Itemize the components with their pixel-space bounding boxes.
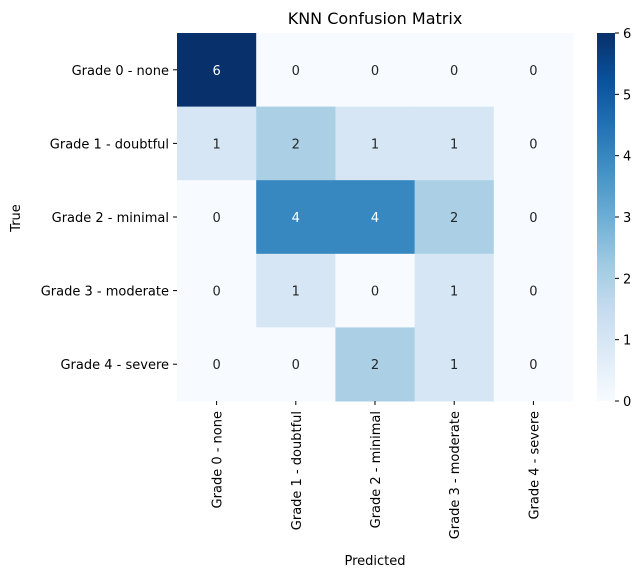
cell-value-label: 0 bbox=[529, 358, 537, 373]
cell-value-label: 1 bbox=[292, 285, 300, 300]
heatmap-cell bbox=[256, 180, 336, 255]
y-tick-label: Grade 3 - moderate bbox=[41, 285, 169, 300]
heatmap-cell bbox=[335, 106, 416, 181]
cell-value-label: 0 bbox=[450, 64, 458, 79]
colorbar bbox=[597, 33, 615, 401]
colorbar-ticks: 0 1 2 3 4 5 6 bbox=[615, 27, 631, 410]
heatmap-cell bbox=[177, 327, 257, 402]
heatmap-cell bbox=[414, 253, 495, 328]
cell-value-label: 0 bbox=[529, 285, 537, 300]
heatmap-cell bbox=[177, 106, 257, 181]
colorbar-tick-label: 1 bbox=[623, 334, 631, 349]
heatmap-cell bbox=[335, 327, 416, 402]
y-tick-label: Grade 0 - none bbox=[72, 64, 169, 79]
heatmap-cell bbox=[493, 253, 574, 328]
cell-value-label: 1 bbox=[212, 137, 220, 152]
heatmap-cell bbox=[256, 327, 336, 402]
cell-value-label: 0 bbox=[529, 211, 537, 226]
heatmap-cell bbox=[414, 33, 495, 108]
cell-value-label: 0 bbox=[212, 358, 220, 373]
heatmap-cell bbox=[256, 253, 336, 328]
y-axis-ticks: Grade 0 - none Grade 1 - doubtful Grade 2 … bbox=[41, 64, 177, 373]
cell-value-label: 0 bbox=[529, 64, 537, 79]
colorbar-tick-label: 6 bbox=[623, 27, 631, 42]
heatmap-cell bbox=[493, 106, 574, 181]
colorbar-tick-label: 4 bbox=[623, 150, 631, 165]
heatmap-cells bbox=[177, 33, 574, 402]
cell-value-label: 4 bbox=[292, 211, 300, 226]
cell-value-label: 1 bbox=[450, 358, 458, 373]
cell-value-label: 2 bbox=[371, 358, 379, 373]
cell-value-label: 0 bbox=[212, 211, 220, 226]
y-tick-label: Grade 4 - severe bbox=[60, 358, 169, 373]
cell-value-label: 1 bbox=[371, 137, 379, 152]
x-tick-label: Grade 3 - moderate bbox=[448, 411, 463, 539]
x-tick-label: Grade 2 - minimal bbox=[369, 411, 384, 528]
heatmap-cell bbox=[335, 33, 416, 108]
cell-value-label: 0 bbox=[292, 358, 300, 373]
cell-value-label: 4 bbox=[371, 211, 379, 226]
heatmap-cell bbox=[177, 33, 257, 108]
x-axis-label: Predicted bbox=[344, 554, 405, 569]
x-tick-label: Grade 4 - severe bbox=[527, 411, 542, 520]
x-axis-ticks: Grade 0 - none Grade 1 - doubtful Grade 2 … bbox=[211, 401, 542, 539]
x-tick-label: Grade 1 - doubtful bbox=[290, 411, 305, 530]
cell-value-label: 6 bbox=[212, 64, 220, 79]
cell-value-label: 0 bbox=[371, 285, 379, 300]
cell-value-label: 0 bbox=[371, 64, 379, 79]
cell-value-label: 0 bbox=[292, 64, 300, 79]
heatmap-cell bbox=[493, 180, 574, 255]
colorbar-tick-label: 0 bbox=[623, 395, 631, 410]
colorbar-tick-label: 3 bbox=[623, 211, 631, 226]
y-tick-label: Grade 2 - minimal bbox=[52, 211, 169, 226]
cell-value-label: 1 bbox=[450, 137, 458, 152]
heatmap-cell bbox=[177, 253, 257, 328]
colorbar-tick-label: 2 bbox=[623, 272, 631, 287]
heatmap-cell bbox=[414, 180, 495, 255]
heatmap-cell bbox=[493, 327, 574, 402]
heatmap-cell bbox=[414, 106, 495, 181]
heatmap-cell bbox=[335, 253, 416, 328]
cell-value-label: 0 bbox=[212, 285, 220, 300]
cell-value-label: 2 bbox=[292, 137, 300, 152]
y-tick-label: Grade 1 - doubtful bbox=[50, 137, 169, 152]
cell-value-label: 0 bbox=[529, 137, 537, 152]
cell-value-label: 2 bbox=[450, 211, 458, 226]
y-axis-label: True bbox=[9, 204, 24, 233]
heatmap-cell-labels: 6 0 0 0 0 1 2 1 1 0 0 4 4 2 0 0 1 0 1 0 0 0 2 1 0 bbox=[212, 64, 537, 373]
colorbar-tick-label: 5 bbox=[623, 88, 631, 103]
heatmap-cell bbox=[256, 106, 336, 181]
heatmap-cell bbox=[256, 33, 336, 108]
heatmap-cell bbox=[177, 180, 257, 255]
heatmap-cell bbox=[414, 327, 495, 402]
heatmap-cell bbox=[335, 180, 416, 255]
heatmap-cell bbox=[493, 33, 574, 108]
x-tick-label: Grade 0 - none bbox=[211, 411, 226, 508]
chart-title: KNN Confusion Matrix bbox=[288, 9, 463, 28]
cell-value-label: 1 bbox=[450, 285, 458, 300]
